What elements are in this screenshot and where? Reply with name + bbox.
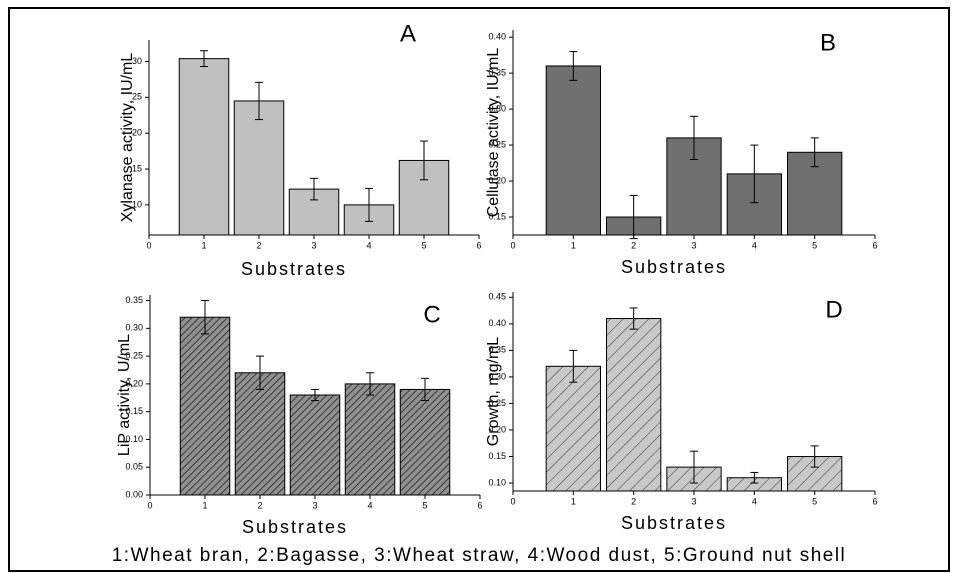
panel-label: C	[423, 301, 440, 328]
x-tick-label: 0	[510, 240, 515, 250]
bar	[606, 318, 662, 492]
y-tick-label: 0.15	[488, 451, 506, 461]
bar	[289, 394, 341, 496]
x-tick-label: 6	[872, 240, 877, 250]
y-axis-title: LiP activity, U/mL	[116, 334, 133, 456]
bar	[344, 383, 396, 496]
y-tick-label: 0.30	[488, 371, 506, 381]
x-axis-title: Substrates	[241, 259, 347, 279]
x-tick-label: 6	[872, 496, 877, 506]
bar	[234, 372, 286, 496]
x-tick-label: 5	[812, 240, 817, 250]
y-tick-label: 0.10	[125, 434, 143, 444]
x-axis-title: Substrates	[621, 257, 727, 277]
x-tick-label: 5	[812, 496, 817, 506]
x-tick-label: 1	[571, 240, 576, 250]
x-axis-title: Substrates	[242, 517, 348, 537]
y-tick-label: 0.15	[488, 211, 506, 221]
y-tick-label: 0.15	[125, 406, 143, 416]
bar	[787, 456, 843, 492]
x-tick-label: 3	[312, 500, 317, 510]
x-tick-label: 0	[147, 500, 152, 510]
footer: 1:Wheat bran, 2:Bagasse, 3:Wheat straw, …	[112, 545, 847, 566]
x-tick-label: 2	[257, 500, 262, 510]
y-tick-label: 25	[132, 92, 142, 102]
x-tick-label: 3	[691, 496, 696, 506]
y-tick-label: 0.35	[125, 295, 143, 305]
bar	[179, 316, 231, 496]
panel-label: D	[825, 296, 842, 323]
x-tick-label: 0	[146, 240, 151, 250]
x-tick-label: 3	[311, 240, 316, 250]
x-tick-label: 5	[421, 240, 426, 250]
panel-label: B	[820, 29, 836, 56]
x-tick-label: 0	[510, 496, 515, 506]
x-axis-title: Substrates	[621, 513, 727, 533]
x-tick-label: 5	[422, 500, 427, 510]
x-tick-label: 1	[202, 500, 207, 510]
y-axis-title: Cellulase activity, IU/mL	[485, 48, 502, 218]
y-tick-label: 0.35	[488, 68, 506, 78]
x-tick-label: 4	[752, 496, 757, 506]
x-tick-label: 2	[631, 496, 636, 506]
y-tick-label: 0.20	[125, 378, 143, 388]
y-tick-label: 0.05	[125, 462, 143, 472]
x-tick-label: 6	[477, 500, 482, 510]
frame	[8, 7, 950, 572]
x-tick-label: 6	[476, 240, 481, 250]
y-tick-label: 0.20	[488, 424, 506, 434]
x-tick-label: 4	[752, 240, 757, 250]
y-tick-label: 0.00	[125, 489, 143, 499]
bar	[399, 388, 451, 496]
y-axis-title: Xylanase activity, IU/mL	[119, 53, 136, 223]
x-tick-label: 4	[367, 500, 372, 510]
y-tick-label: 15	[132, 163, 142, 173]
y-tick-label: 0.25	[125, 350, 143, 360]
x-tick-label: 4	[366, 240, 371, 250]
x-tick-label: 1	[201, 240, 206, 250]
x-tick-label: 2	[631, 240, 636, 250]
panel-label: A	[400, 20, 416, 47]
y-tick-label: 0.30	[125, 323, 143, 333]
y-tick-label: 0.30	[488, 103, 506, 113]
bar	[545, 365, 601, 492]
bar	[233, 100, 285, 236]
x-tick-label: 1	[571, 496, 576, 506]
y-tick-label: 0.45	[488, 292, 506, 302]
y-tick-label: 30	[132, 56, 142, 66]
y-tick-label: 0.10	[488, 477, 506, 487]
y-tick-label: 0.40	[488, 318, 506, 328]
y-tick-label: 0.35	[488, 345, 506, 355]
y-tick-label: 20	[132, 128, 142, 138]
y-tick-label: 0.40	[488, 32, 506, 42]
bar	[178, 58, 230, 236]
y-tick-label: 0.25	[488, 398, 506, 408]
bar	[545, 65, 601, 236]
y-tick-label: 10	[132, 199, 142, 209]
x-tick-label: 3	[691, 240, 696, 250]
y-tick-label: 0.25	[488, 139, 506, 149]
y-axis-title: Growth, mg/mL	[485, 337, 502, 446]
x-tick-label: 2	[256, 240, 261, 250]
y-tick-label: 0.20	[488, 175, 506, 185]
